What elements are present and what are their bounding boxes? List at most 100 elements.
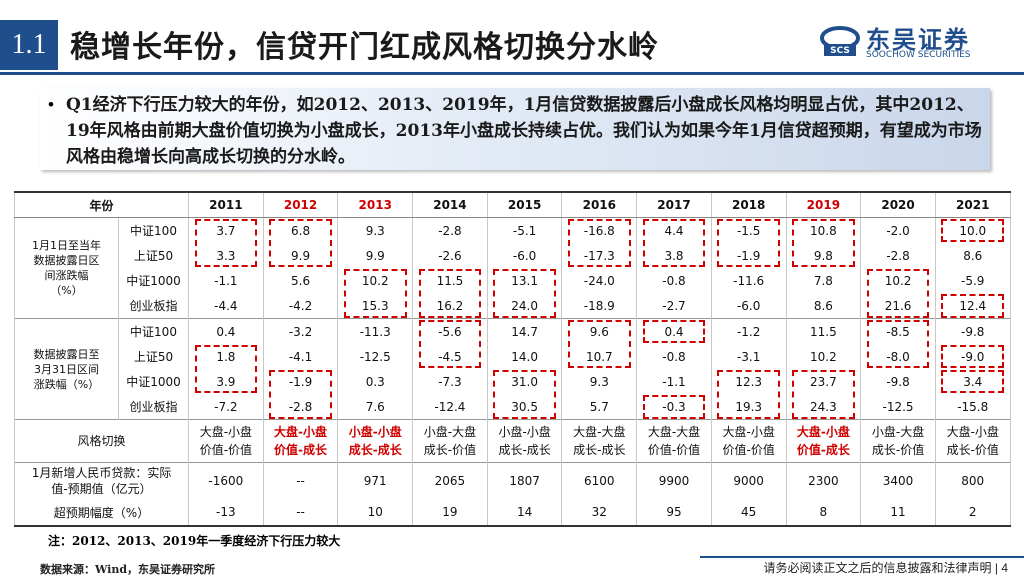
value-cell: 31.0 — [486, 369, 563, 394]
value-cell: -4.5 — [412, 344, 488, 369]
loan-value: 9000 — [710, 462, 787, 499]
highlight-box — [642, 218, 706, 267]
value-cell: 10.8 — [785, 217, 862, 243]
surprise-value: 10 — [337, 499, 414, 527]
highlight-box — [269, 218, 332, 267]
value-cell: -15.8 — [934, 394, 1011, 420]
style-cell: 大盘-小盘 价值-成长 — [262, 419, 339, 463]
surprise-value: 14 — [486, 499, 563, 527]
data-row: 中证1000 3.9 -1.9 0.3 -7.3 31.0 9.3 -1.1 12.3 23.7-… — [15, 369, 1011, 394]
style-cell: 小盘-大盘 成长-价值 — [412, 419, 488, 463]
loan-value: 6100 — [561, 462, 638, 499]
value-cell: 24.3 — [785, 394, 862, 420]
style-line: 大盘-大盘 — [647, 425, 701, 439]
loan-value: -- — [262, 462, 339, 499]
value-cell: 10.2 — [860, 268, 936, 293]
highlight-box — [941, 345, 1005, 368]
value-cell: -18.9 — [561, 293, 638, 319]
surprise-row: 超预期幅度（%） -13 -- 10 19 14 32 95 45 8 11 2 — [13, 499, 1011, 527]
data-row: 创业板指 -7.2 -2.8 7.6 -12.4 30.5 5.7 -0.3 19.3 24.3-… — [15, 394, 1011, 420]
group-label: 数据披露日至 3月31日区间 涨跌幅（%） — [14, 318, 119, 420]
style-line: 小盘-小盘 — [498, 425, 551, 439]
year: 2011 — [188, 191, 264, 218]
group-label: 1月1日至当年 数据披露日区 间涨跌幅 （%） — [14, 217, 119, 319]
style-line: 大盘-小盘 — [199, 425, 253, 439]
value-cell: -5.6 — [412, 318, 488, 344]
value-cell: 6.8 — [262, 217, 339, 243]
data-row: 上证50 1.8 -4.1 -12.5 -4.5 14.0 10.7 -0.8 -3.1 10.2… — [15, 344, 1011, 369]
value-cell: 16.2 — [412, 293, 488, 319]
value-cell: -2.7 — [636, 293, 712, 319]
value-cell: -9.8 — [860, 369, 936, 394]
year: 2019 — [785, 191, 862, 218]
index-name: 中证100 — [117, 318, 190, 344]
value-cell: -4.1 — [262, 344, 339, 369]
style-line: 小盘-大盘 — [423, 425, 477, 439]
surprise-value: 19 — [412, 499, 488, 527]
value-cell: -7.2 — [188, 394, 264, 420]
style-cell: 小盘-大盘 成长-价值 — [860, 419, 936, 463]
value-cell: 21.6 — [860, 293, 936, 319]
loan-value: 1807 — [486, 462, 563, 499]
group-label-line: 数据披露日至 — [33, 347, 100, 361]
value-cell: -2.6 — [412, 243, 488, 268]
value-cell: -2.0 — [860, 217, 936, 243]
year: 2015 — [486, 191, 563, 218]
disclaimer: 请务必阅读正文之后的信息披露和法律声明 | 4 — [763, 561, 1008, 575]
style-cell: 大盘-小盘 价值-价值 — [188, 419, 264, 463]
surprise-value: 8 — [785, 499, 862, 527]
surprise-value: 32 — [561, 499, 638, 527]
value-cell: -1.1 — [188, 268, 264, 293]
year: 2018 — [710, 191, 787, 218]
value-cell: -4.2 — [262, 293, 339, 319]
value-cell: -6.0 — [486, 243, 563, 268]
logo: SCS 东吴证券 SOOCHOW SECURITIES — [820, 20, 1010, 66]
value-cell: 9.6 — [561, 318, 638, 344]
highlight-box — [866, 269, 930, 318]
style-cell: 小盘-小盘成长-成长 — [486, 419, 563, 463]
year: 2021 — [934, 191, 1011, 218]
value-cell: -24.0 — [561, 268, 638, 293]
value-cell: 8.6 — [785, 293, 862, 319]
value-cell: 8.6 — [934, 243, 1011, 268]
value-cell: 3.7 — [188, 217, 264, 243]
data-row: 中证1000 -1.1 5.6 10.2 11.5 13.1 -24.0 -0.8 -11.6 7… — [15, 268, 1011, 293]
style-cell: 大盘-大盘 价值-价值 — [636, 419, 712, 463]
value-cell: -16.8 — [561, 217, 638, 243]
loan-value: 971 — [337, 462, 414, 499]
highlight-box — [642, 319, 706, 343]
value-cell: -1.1 — [636, 369, 712, 394]
value-cell: -5.9 — [934, 268, 1011, 293]
style-line: 成长-成长 — [573, 443, 626, 457]
value-cell: 5.7 — [561, 394, 638, 420]
style-cell: 小盘-小盘 成长-成长 — [337, 419, 414, 463]
value-cell: 4.4 — [636, 217, 712, 243]
year: 2012 — [262, 191, 339, 218]
loan-value: 2065 — [412, 462, 488, 499]
value-cell: 3.9 — [188, 369, 264, 394]
loan-value: 9900 — [636, 462, 712, 499]
style-line: 成长-成长 — [498, 443, 551, 457]
group-label-line: 涨跌幅（%） — [33, 377, 100, 391]
highlight-box — [792, 370, 855, 419]
style-line: 成长-成长 — [348, 443, 402, 457]
bullet-box: • Q1经济下行压力较大的年份，如2012、2013、2019年，1月信贷数据披露… — [40, 88, 990, 170]
value-cell: -12.5 — [337, 344, 414, 369]
group-label-line: 1月1日至当年 — [32, 239, 101, 252]
loan-label: 1月新增人民币贷款：实际 值-预期值（亿元） — [13, 462, 190, 499]
highlight-box — [792, 218, 855, 267]
value-cell: 1.8 — [188, 344, 264, 369]
value-cell: 12.4 — [934, 293, 1011, 319]
highlight-box — [194, 218, 258, 267]
data-table: 年份 2011 2012 2013 2014 2015 2016 2017 2018 2019 20… — [13, 191, 1011, 527]
surprise-value: 95 — [636, 499, 712, 527]
value-cell: 11.5 — [785, 318, 862, 344]
highlight-box — [717, 218, 781, 267]
logo-mark: SCS — [830, 46, 850, 56]
value-cell: 10.2 — [337, 268, 414, 293]
style-line: 成长-价值 — [946, 443, 999, 457]
style-cell: 大盘-大盘 成长-成长 — [561, 419, 638, 463]
value-cell: 10.7 — [561, 344, 638, 369]
style-line: 价值-价值 — [722, 443, 775, 457]
style-line: 大盘-小盘 — [796, 425, 850, 439]
